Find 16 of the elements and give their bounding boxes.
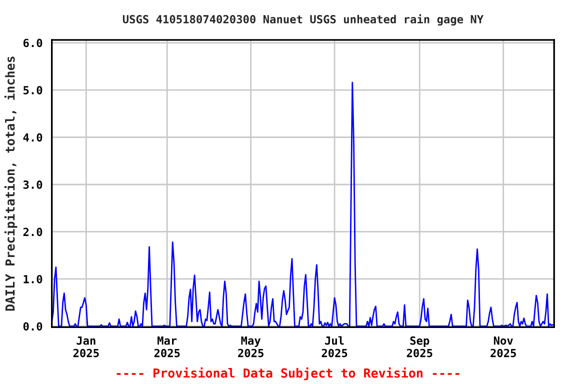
y-tick-label: 1.0	[24, 274, 42, 284]
y-tick-label: 2.0	[23, 228, 42, 236]
y-tick-label: 4.0	[23, 133, 42, 142]
x-tick-label: Nov 2025	[490, 336, 516, 358]
chart-title: USGS 410518074020300 Nanuet USGS unheated rain gage NY	[122, 14, 484, 26]
x-tick-label: Mar 2025	[154, 336, 180, 358]
y-tick-label: 0.0	[23, 322, 42, 331]
y-axis-title: DAILY Precipitation, total, inches	[4, 56, 18, 311]
x-tick-label: Jan 2025	[73, 336, 99, 358]
y-tick-label: 6.0	[23, 38, 42, 48]
text: ---- Provisional Data Subject to Revision ----	[116, 367, 460, 380]
x-tick-label: May 2025	[238, 336, 264, 358]
y-tick-label: 5.0	[24, 86, 42, 94]
x-tick-label: Jul 2025	[322, 336, 348, 358]
x-tick-label: Sep 2025	[406, 336, 432, 358]
y-tick-label: 3.0	[23, 180, 42, 189]
